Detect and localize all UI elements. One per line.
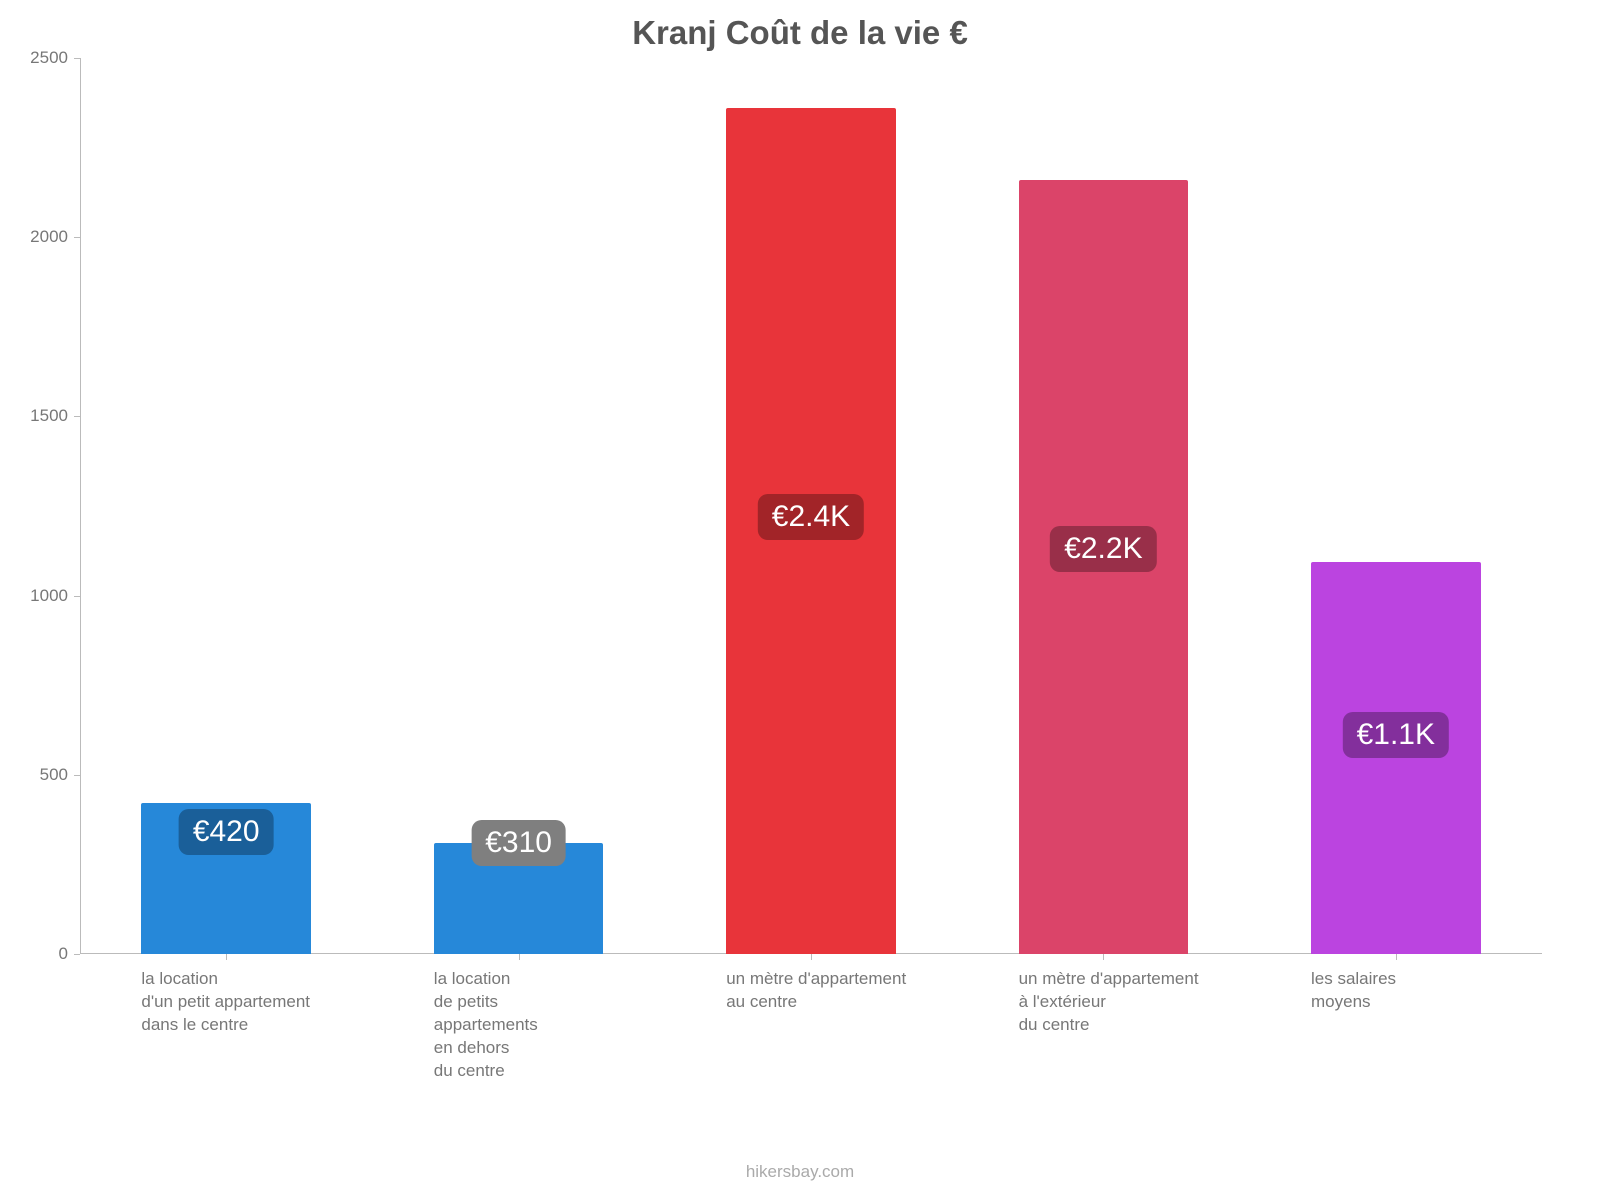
y-tick-mark: [74, 954, 80, 955]
bar-value-badge: €310: [471, 820, 566, 866]
bar-value-badge: €2.2K: [1050, 526, 1156, 572]
y-tick-label: 1000: [0, 586, 68, 606]
y-tick-mark: [74, 416, 80, 417]
y-tick-label: 1500: [0, 406, 68, 426]
y-tick-mark: [74, 596, 80, 597]
y-tick-label: 0: [0, 944, 68, 964]
bar-value-badge: €2.4K: [758, 494, 864, 540]
x-tick-mark: [226, 954, 227, 960]
chart-container: Kranj Coût de la vie € €420 €310 €2.4K €2.2…: [0, 0, 1600, 1200]
x-axis-label: la location de petits appartements en de…: [434, 968, 664, 1083]
y-axis-line: [80, 58, 81, 954]
y-tick-mark: [74, 58, 80, 59]
bar-value-badge: €420: [179, 809, 274, 855]
x-axis-label: un mètre d'appartement à l'extérieur du …: [1019, 968, 1249, 1037]
footer-credit: hikersbay.com: [0, 1162, 1600, 1182]
x-tick-mark: [1103, 954, 1104, 960]
y-tick-mark: [74, 775, 80, 776]
x-axis-label: les salaires moyens: [1311, 968, 1541, 1014]
x-tick-mark: [1396, 954, 1397, 960]
chart-title: Kranj Coût de la vie €: [0, 14, 1600, 52]
y-tick-label: 500: [0, 765, 68, 785]
bar-value-badge: €1.1K: [1343, 712, 1449, 758]
x-tick-mark: [811, 954, 812, 960]
y-tick-mark: [74, 237, 80, 238]
y-tick-label: 2500: [0, 48, 68, 68]
x-tick-mark: [519, 954, 520, 960]
x-axis-label: la location d'un petit appartement dans …: [141, 968, 371, 1037]
plot-area: €420 €310 €2.4K €2.2K €1.1K: [80, 58, 1542, 954]
x-axis-label: un mètre d'appartement au centre: [726, 968, 956, 1014]
y-tick-label: 2000: [0, 227, 68, 247]
